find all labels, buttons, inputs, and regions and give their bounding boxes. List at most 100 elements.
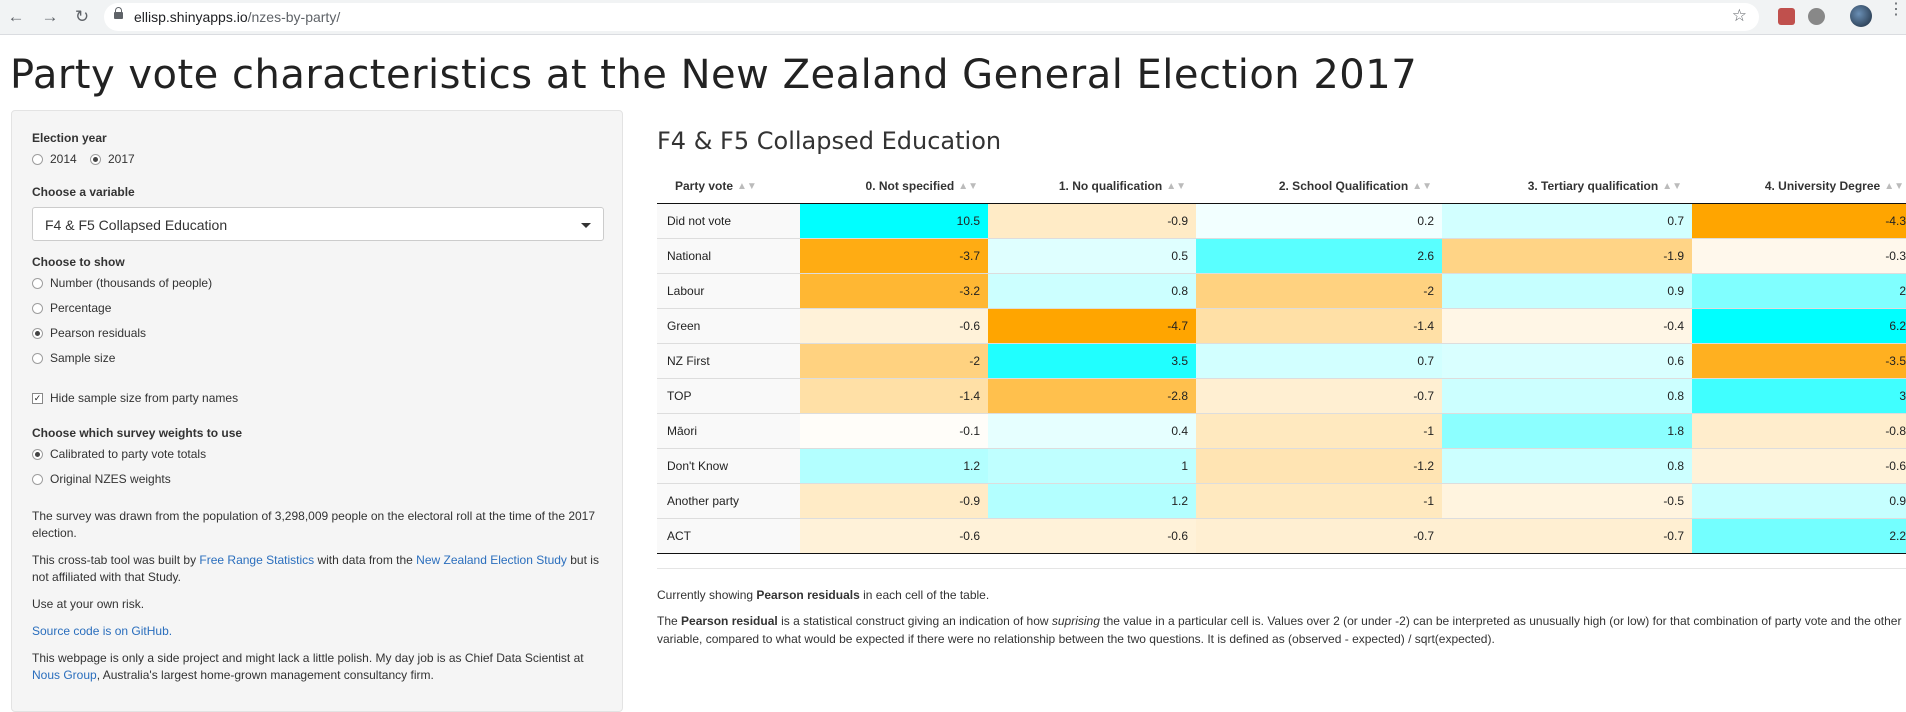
showing-note: Currently showing Pearson residuals in e… bbox=[657, 588, 990, 602]
residual-cell: 0.8 bbox=[988, 273, 1196, 309]
residual-cell: 0.7 bbox=[1196, 343, 1442, 379]
residual-cell: -0.3 bbox=[1692, 238, 1906, 274]
residual-cell: -1.4 bbox=[800, 378, 988, 414]
column-header[interactable]: Party vote ▲▼ bbox=[657, 169, 800, 204]
radio-year-2014[interactable]: 2014 bbox=[32, 152, 77, 166]
radio-button[interactable] bbox=[32, 473, 43, 485]
residual-cell: -3.7 bbox=[800, 238, 988, 274]
residual-cell: -0.5 bbox=[1442, 483, 1692, 519]
residual-cell: 0.2 bbox=[1196, 203, 1442, 239]
nous-group-link[interactable]: Nous Group bbox=[32, 668, 97, 682]
residual-cell: 0.4 bbox=[988, 413, 1196, 449]
pearson-definition: The Pearson residual is a statistical co… bbox=[657, 614, 1902, 646]
residual-cell: -3.2 bbox=[800, 273, 988, 309]
residual-cell: 0.9 bbox=[1442, 273, 1692, 309]
free-range-statistics-link[interactable]: Free Range Statistics bbox=[199, 553, 315, 567]
residual-cell: 3 bbox=[1692, 378, 1906, 414]
residual-cell: -1 bbox=[1196, 483, 1442, 519]
column-header[interactable]: 0. Not specified ▲▼ bbox=[800, 169, 988, 204]
table-row: Another party -0.9 1.2 -1 -0.5 0.9 bbox=[657, 483, 1906, 519]
pdf-extension-icon[interactable] bbox=[1778, 8, 1795, 25]
residual-cell: -2 bbox=[1196, 273, 1442, 309]
variable-label: Choose a variable bbox=[32, 185, 135, 199]
forward-arrow-icon[interactable]: → bbox=[41, 7, 59, 26]
table-row: National -3.7 0.5 2.6 -1.9 -0.3 bbox=[657, 238, 1906, 274]
bookmark-star-icon[interactable]: ☆ bbox=[1731, 6, 1747, 25]
residual-cell: -0.9 bbox=[800, 483, 988, 519]
residual-cell: 3.5 bbox=[988, 343, 1196, 379]
weights-label: Choose which survey weights to use bbox=[32, 426, 243, 440]
table-row: NZ First -2 3.5 0.7 0.6 -3.5 bbox=[657, 343, 1906, 379]
residual-cell: -1.9 bbox=[1442, 238, 1692, 274]
radio-weights-original[interactable]: Original NZES weights bbox=[32, 472, 171, 486]
residual-cell: -4.7 bbox=[988, 308, 1196, 344]
divider bbox=[657, 568, 1906, 569]
checkbox[interactable]: ✓ bbox=[32, 392, 43, 404]
election-year-label: Election year bbox=[32, 131, 107, 145]
radio-button[interactable] bbox=[32, 302, 43, 314]
browser-toolbar: ← → ↻ ellisp.shinyapps.io/nzes-by-party/… bbox=[0, 0, 1906, 35]
residual-cell: 2.6 bbox=[1196, 238, 1442, 274]
residual-cell: 1.2 bbox=[800, 448, 988, 484]
back-arrow-icon[interactable]: ← bbox=[7, 7, 25, 26]
risk-paragraph: Use at your own risk. bbox=[32, 597, 145, 611]
survey-paragraph: The survey was drawn from the population… bbox=[32, 509, 596, 540]
residual-cell: -1.4 bbox=[1196, 308, 1442, 344]
column-header[interactable]: 4. University Degree ▲▼ bbox=[1692, 169, 1906, 204]
sort-icon: ▲▼ bbox=[1662, 181, 1682, 193]
nzes-link[interactable]: New Zealand Election Study bbox=[416, 553, 567, 567]
residual-cell: 0.9 bbox=[1692, 483, 1906, 519]
radio-button[interactable] bbox=[32, 327, 43, 339]
table-row: Labour -3.2 0.8 -2 0.9 2 bbox=[657, 273, 1906, 309]
url-text: ellisp.shinyapps.io/nzes-by-party/ bbox=[134, 9, 341, 25]
residual-cell: -0.7 bbox=[1196, 378, 1442, 414]
table-row: Don't Know 1.2 1 -1.2 0.8 -0.6 bbox=[657, 448, 1906, 484]
radio-show-pearson[interactable]: Pearson residuals bbox=[32, 326, 146, 340]
party-cell: Labour bbox=[657, 273, 800, 309]
column-header[interactable]: 1. No qualification ▲▼ bbox=[988, 169, 1196, 204]
sort-icon: ▲▼ bbox=[1412, 181, 1432, 193]
residual-cell: -0.8 bbox=[1692, 413, 1906, 449]
radio-show-percentage[interactable]: Percentage bbox=[32, 301, 111, 315]
variable-select[interactable]: F4 & F5 Collapsed Education bbox=[32, 207, 604, 241]
menu-kebab-icon[interactable]: ⋮ bbox=[1888, 1, 1904, 18]
radio-weights-calibrated[interactable]: Calibrated to party vote totals bbox=[32, 447, 206, 461]
sort-icon: ▲▼ bbox=[1166, 181, 1186, 193]
extension-icon[interactable] bbox=[1808, 8, 1825, 25]
residual-cell: 0.7 bbox=[1442, 203, 1692, 239]
residual-cell: -0.7 bbox=[1442, 518, 1692, 554]
residual-cell: 2.2 bbox=[1692, 518, 1906, 554]
residual-cell: -0.1 bbox=[800, 413, 988, 449]
radio-button[interactable] bbox=[32, 277, 43, 289]
party-cell: Don't Know bbox=[657, 448, 800, 484]
radio-button[interactable] bbox=[32, 153, 43, 165]
address-bar[interactable]: ellisp.shinyapps.io/nzes-by-party/ ☆ bbox=[104, 3, 1759, 31]
radio-show-number[interactable]: Number (thousands of people) bbox=[32, 276, 212, 290]
table-header-row: Party vote ▲▼ 0. Not specified ▲▼ 1. No qu… bbox=[657, 169, 1906, 204]
radio-button[interactable] bbox=[32, 352, 43, 364]
party-cell: Māori bbox=[657, 413, 800, 449]
radio-button[interactable] bbox=[90, 153, 101, 165]
table-row: Did not vote 10.5 -0.9 0.2 0.7 -4.3 bbox=[657, 203, 1906, 239]
github-paragraph: Source code is on GitHub. bbox=[32, 623, 612, 640]
party-cell: National bbox=[657, 238, 800, 274]
residual-cell: -0.6 bbox=[800, 308, 988, 344]
party-cell: ACT bbox=[657, 518, 800, 554]
hide-sample-checkbox-row[interactable]: ✓ Hide sample size from party names bbox=[32, 391, 239, 405]
radio-year-2017[interactable]: 2017 bbox=[90, 152, 135, 166]
page-title: Party vote characteristics at the New Ze… bbox=[10, 52, 1418, 98]
party-cell: NZ First bbox=[657, 343, 800, 379]
profile-avatar[interactable] bbox=[1850, 5, 1872, 27]
party-cell: TOP bbox=[657, 378, 800, 414]
side-project-paragraph: This webpage is only a side project and … bbox=[32, 651, 584, 682]
column-header[interactable]: 2. School Qualification ▲▼ bbox=[1196, 169, 1442, 204]
reload-icon[interactable]: ↻ bbox=[74, 7, 90, 26]
radio-button[interactable] bbox=[32, 448, 43, 460]
radio-show-sample-size[interactable]: Sample size bbox=[32, 351, 115, 365]
table-row: Green -0.6 -4.7 -1.4 -0.4 6.2 bbox=[657, 308, 1906, 344]
github-link[interactable]: Source code is on GitHub. bbox=[32, 624, 173, 638]
column-header[interactable]: 3. Tertiary qualification ▲▼ bbox=[1442, 169, 1692, 204]
table-row: TOP -1.4 -2.8 -0.7 0.8 3 bbox=[657, 378, 1906, 414]
table-body: Did not vote 10.5 -0.9 0.2 0.7 -4.3 National -3… bbox=[657, 203, 1906, 554]
residual-cell: 0.8 bbox=[1442, 378, 1692, 414]
